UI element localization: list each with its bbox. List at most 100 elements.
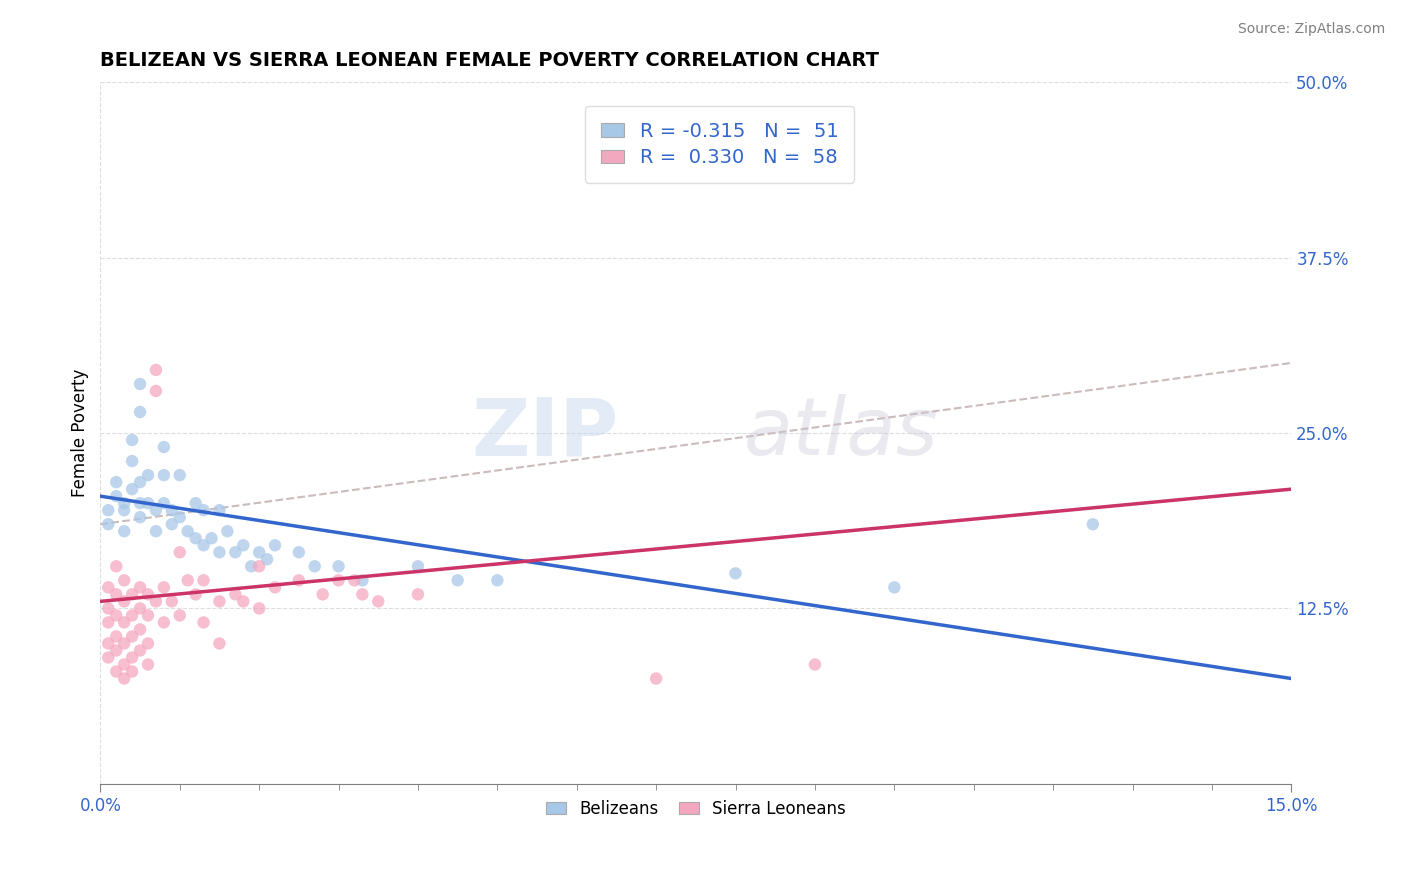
Point <box>136 587 159 601</box>
Point <box>264 538 287 552</box>
Point <box>367 594 389 608</box>
Point <box>232 538 254 552</box>
Point <box>352 574 374 588</box>
Point <box>129 580 152 594</box>
Point <box>129 405 152 419</box>
Point <box>247 545 270 559</box>
Text: BELIZEAN VS SIERRA LEONEAN FEMALE POVERTY CORRELATION CHART: BELIZEAN VS SIERRA LEONEAN FEMALE POVERT… <box>100 51 879 70</box>
Point <box>200 531 222 545</box>
Point <box>112 524 135 539</box>
Point <box>105 608 128 623</box>
Point <box>160 594 183 608</box>
Text: ZIP: ZIP <box>471 394 619 472</box>
Point <box>153 440 176 454</box>
Point <box>328 559 350 574</box>
Point <box>105 630 128 644</box>
Point <box>136 657 159 672</box>
Point <box>724 566 747 581</box>
Point <box>176 574 198 588</box>
Point <box>105 665 128 679</box>
Point <box>112 615 135 630</box>
Point <box>247 559 270 574</box>
Text: Source: ZipAtlas.com: Source: ZipAtlas.com <box>1237 22 1385 37</box>
Point <box>145 384 167 398</box>
Point <box>97 636 120 650</box>
Point <box>129 376 152 391</box>
Point <box>208 503 231 517</box>
Point <box>176 524 198 539</box>
Point <box>112 574 135 588</box>
Point <box>883 580 905 594</box>
Point <box>136 468 159 483</box>
Point <box>193 538 215 552</box>
Point <box>112 636 135 650</box>
Point <box>121 650 143 665</box>
Point <box>160 503 183 517</box>
Point <box>121 482 143 496</box>
Point <box>247 601 270 615</box>
Point <box>136 608 159 623</box>
Point <box>264 580 287 594</box>
Point <box>145 363 167 377</box>
Point <box>208 636 231 650</box>
Point <box>288 574 311 588</box>
Point <box>446 574 468 588</box>
Point <box>97 580 120 594</box>
Point <box>121 587 143 601</box>
Point <box>105 489 128 503</box>
Point <box>328 574 350 588</box>
Point <box>145 594 167 608</box>
Point <box>129 496 152 510</box>
Point <box>145 524 167 539</box>
Point <box>121 665 143 679</box>
Point <box>153 615 176 630</box>
Point <box>153 468 176 483</box>
Point <box>304 559 326 574</box>
Point <box>129 475 152 490</box>
Point <box>311 587 333 601</box>
Point <box>193 574 215 588</box>
Point <box>184 531 207 545</box>
Point <box>97 503 120 517</box>
Point <box>121 630 143 644</box>
Point <box>112 657 135 672</box>
Y-axis label: Female Poverty: Female Poverty <box>72 369 89 497</box>
Legend: Belizeans, Sierra Leoneans: Belizeans, Sierra Leoneans <box>540 793 852 824</box>
Point <box>153 496 176 510</box>
Point <box>184 587 207 601</box>
Point <box>224 545 246 559</box>
Point <box>240 559 263 574</box>
Point <box>169 468 191 483</box>
Point <box>217 524 239 539</box>
Point <box>288 545 311 559</box>
Point <box>256 552 278 566</box>
Point <box>232 594 254 608</box>
Point <box>145 503 167 517</box>
Point <box>121 454 143 468</box>
Point <box>184 496 207 510</box>
Point <box>112 672 135 686</box>
Point <box>645 672 668 686</box>
Point <box>112 496 135 510</box>
Point <box>97 650 120 665</box>
Point <box>112 503 135 517</box>
Point <box>224 587 246 601</box>
Point <box>129 643 152 657</box>
Point <box>105 587 128 601</box>
Point <box>121 608 143 623</box>
Point <box>105 475 128 490</box>
Point <box>112 594 135 608</box>
Point <box>129 601 152 615</box>
Point <box>169 510 191 524</box>
Point <box>486 574 509 588</box>
Point <box>169 545 191 559</box>
Point <box>153 580 176 594</box>
Point <box>97 601 120 615</box>
Point <box>136 636 159 650</box>
Point <box>136 496 159 510</box>
Point <box>105 559 128 574</box>
Point <box>121 433 143 447</box>
Point <box>193 615 215 630</box>
Point <box>129 623 152 637</box>
Point <box>97 615 120 630</box>
